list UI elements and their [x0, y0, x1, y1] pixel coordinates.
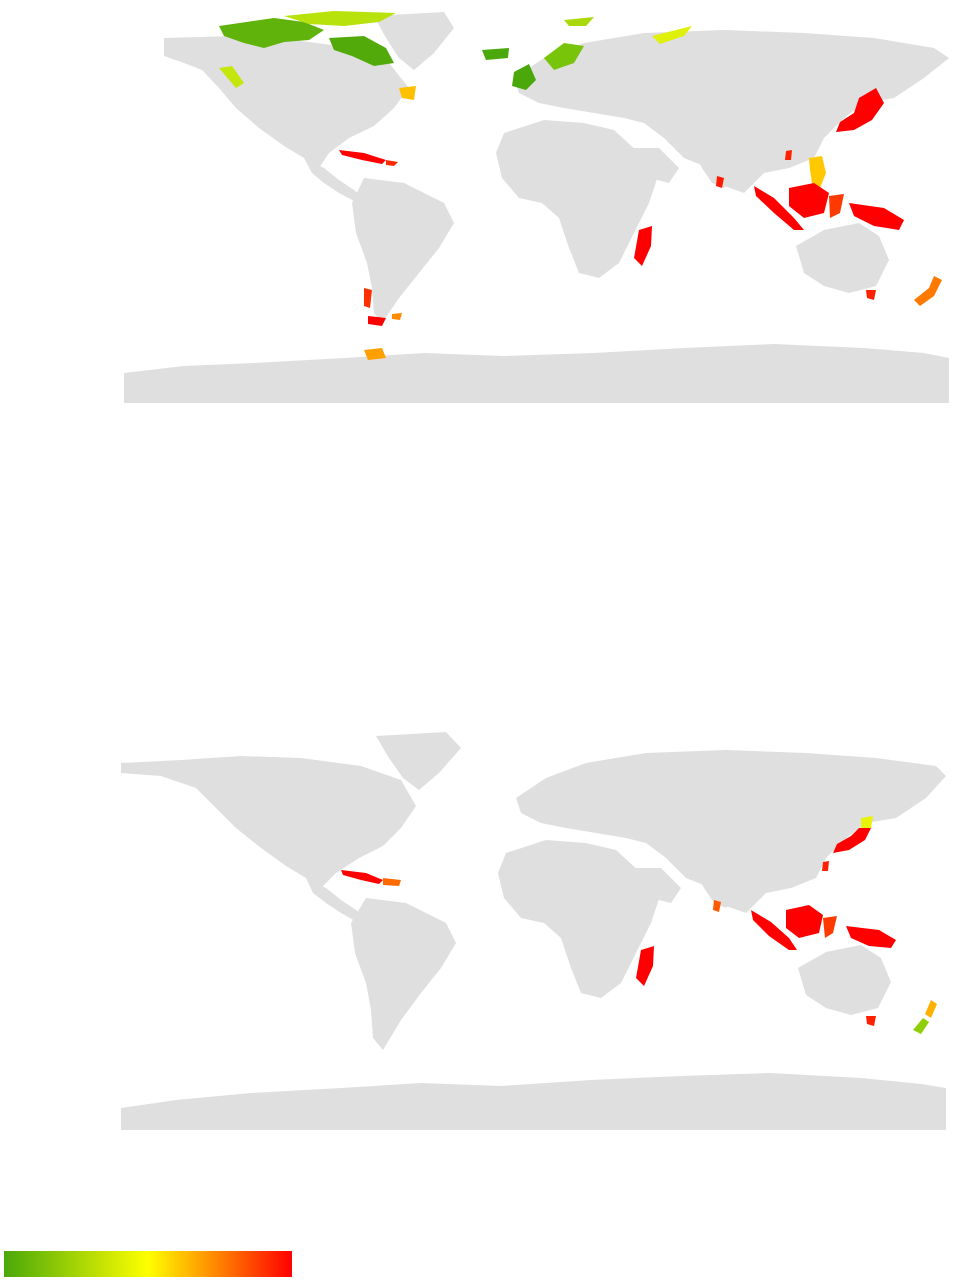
- tasmania: [866, 1016, 876, 1026]
- sumatra: [754, 186, 804, 230]
- greenland: [374, 12, 454, 70]
- sulawesi: [829, 194, 844, 218]
- world-map-bottom-svg: [121, 732, 946, 1130]
- hispaniola: [386, 160, 398, 166]
- taiwan: [785, 150, 792, 160]
- borneo: [786, 905, 823, 938]
- japan: [836, 88, 884, 132]
- central-america: [306, 878, 366, 922]
- sri-lanka: [716, 176, 724, 188]
- antarctic-peninsula-islands: [364, 348, 386, 360]
- scandinavia-coast: [544, 43, 584, 70]
- new-zealand-south: [913, 1018, 929, 1034]
- british-isles: [512, 64, 536, 90]
- hispaniola: [383, 878, 401, 886]
- antarctica: [124, 344, 949, 403]
- canadian-arctic-archipelago: [219, 18, 324, 48]
- south-america: [351, 898, 456, 1050]
- world-map-bottom: [121, 728, 946, 1130]
- tierra-del-fuego: [368, 316, 386, 326]
- chile-archipelago: [364, 288, 372, 308]
- falklands: [392, 313, 402, 320]
- philippines: [809, 156, 826, 188]
- svalbard: [564, 17, 594, 26]
- greenland-north: [284, 11, 396, 26]
- greenland: [376, 732, 461, 790]
- arabian-peninsula: [629, 148, 679, 183]
- baffin-island: [329, 36, 394, 66]
- antarctica: [121, 1073, 946, 1130]
- cuba: [339, 150, 386, 164]
- world-map-top: [124, 8, 949, 403]
- cuba: [341, 870, 383, 884]
- novaya-zemlya: [652, 26, 692, 44]
- newfoundland: [399, 86, 416, 100]
- north-america: [121, 756, 416, 888]
- central-america: [304, 158, 364, 202]
- alaska-coast: [219, 66, 244, 88]
- borneo: [789, 183, 829, 218]
- taiwan: [822, 861, 829, 871]
- landmass-layer: [121, 732, 946, 1130]
- australia: [796, 223, 889, 293]
- madagascar: [634, 226, 652, 266]
- sulawesi: [823, 916, 837, 938]
- japan: [833, 828, 871, 853]
- highlighted-regions-bottom: [341, 816, 937, 1034]
- africa: [496, 120, 659, 278]
- highlighted-regions-top: [219, 11, 942, 360]
- iceland: [482, 48, 509, 60]
- africa: [498, 840, 661, 998]
- color-scale-legend: [4, 1251, 292, 1277]
- australia: [798, 945, 891, 1015]
- sumatra: [751, 910, 797, 950]
- eurasia: [514, 30, 949, 193]
- world-map-top-svg: [124, 11, 949, 403]
- eurasia: [516, 750, 946, 913]
- landmass-layer: [124, 12, 949, 403]
- madagascar: [636, 946, 654, 986]
- tasmania: [866, 290, 876, 300]
- indian-subcontinent: [696, 868, 741, 908]
- new-guinea: [849, 203, 904, 230]
- south-america: [352, 178, 454, 323]
- arabian-peninsula: [631, 868, 681, 903]
- sri-lanka: [713, 900, 721, 912]
- indian-subcontinent: [694, 148, 739, 188]
- new-guinea: [846, 926, 896, 948]
- new-zealand: [914, 276, 942, 306]
- new-zealand-north: [925, 1000, 937, 1018]
- hokkaido: [861, 816, 873, 828]
